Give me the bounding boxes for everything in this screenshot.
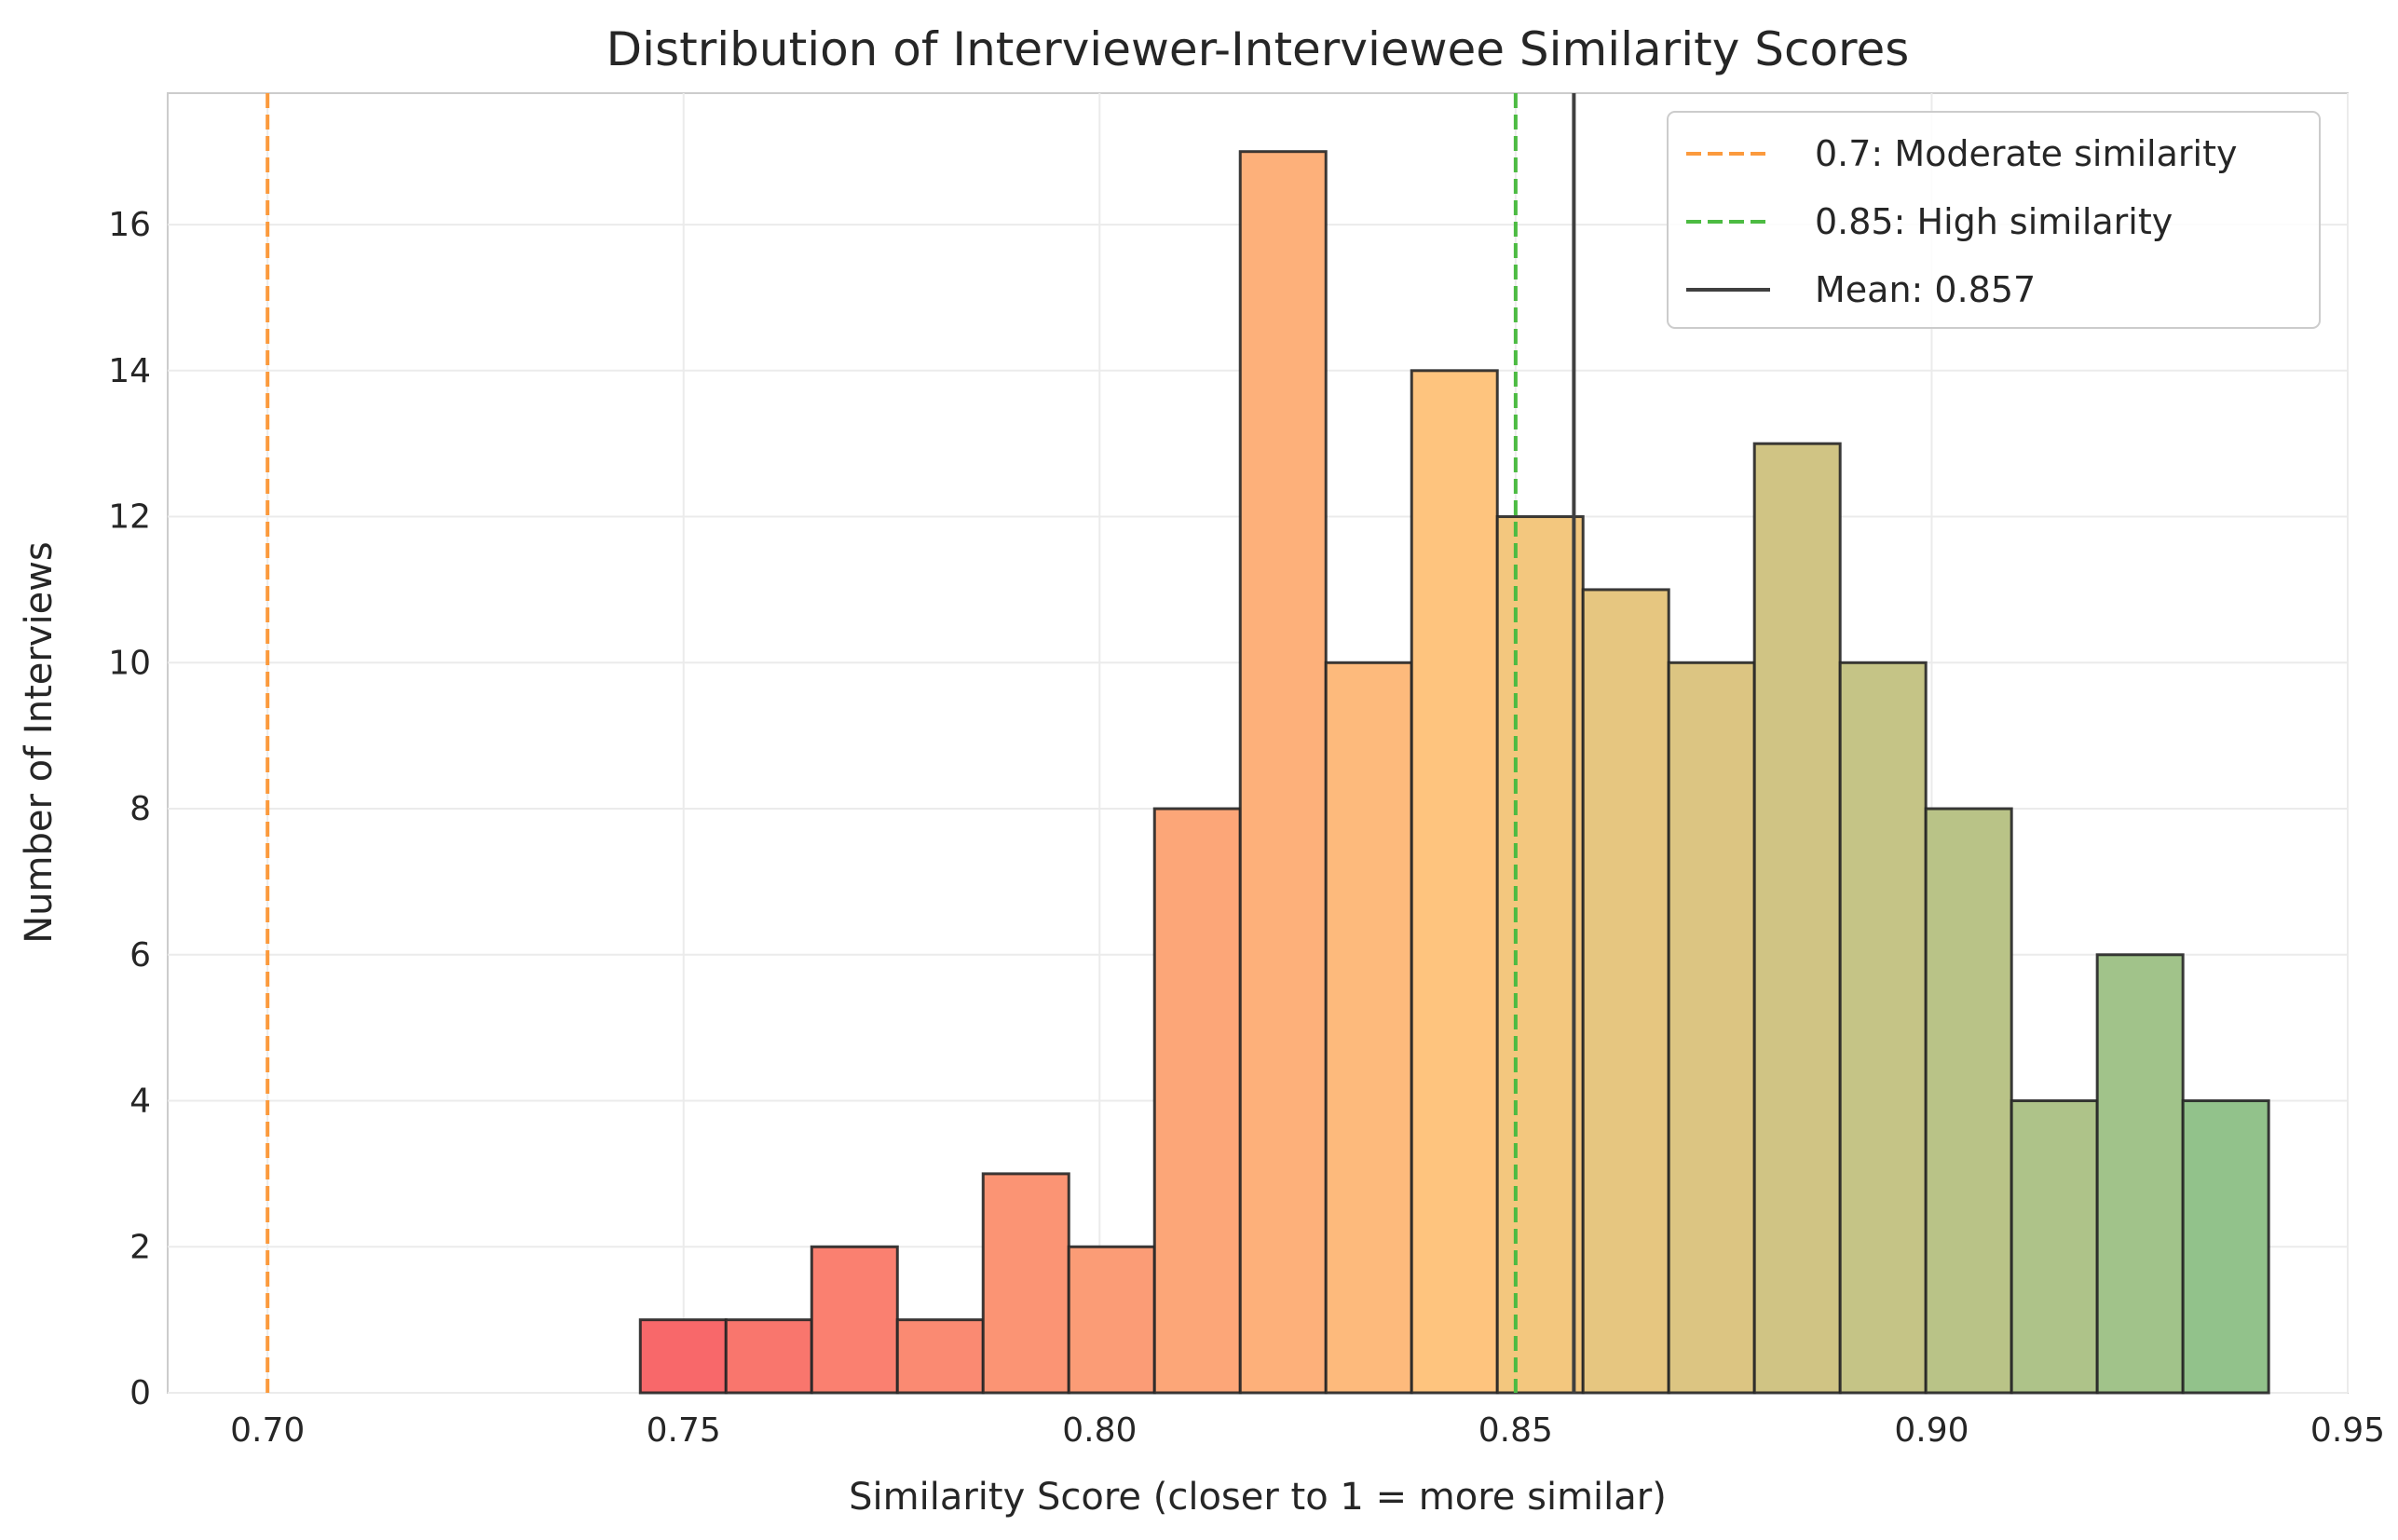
x-tick-label: 0.85	[1478, 1411, 1553, 1450]
histogram-bar	[2095, 953, 2185, 1395]
histogram-bar	[1324, 661, 1413, 1395]
x-tick-label: 0.75	[647, 1411, 721, 1450]
histogram-bar	[981, 1172, 1070, 1395]
y-tick-label: 16	[108, 206, 151, 244]
x-tick-label: 0.80	[1062, 1411, 1137, 1450]
y-tick-label: 10	[108, 644, 151, 682]
x-axis-label: Similarity Score (closer to 1 = more sim…	[849, 1476, 1667, 1519]
legend-label: Mean: 0.857	[1815, 269, 2036, 310]
histogram-bar	[895, 1318, 985, 1395]
histogram-bar	[1152, 807, 1242, 1395]
y-tick-label: 0	[129, 1374, 151, 1412]
chart-title: Distribution of Interviewer-Interviewee …	[606, 22, 1910, 76]
y-tick-label: 2	[129, 1228, 151, 1266]
histogram-bar	[2181, 1099, 2270, 1395]
x-tick-label: 0.70	[230, 1411, 305, 1450]
y-tick-label: 8	[129, 790, 151, 828]
histogram-bar	[810, 1245, 899, 1395]
histogram-bar	[1067, 1245, 1156, 1395]
histogram-bar	[1238, 150, 1328, 1395]
y-tick-label: 4	[129, 1083, 151, 1121]
histogram-bar	[638, 1318, 728, 1395]
y-axis-label: Number of Interviews	[18, 541, 61, 944]
histogram-bar	[1752, 442, 1842, 1395]
histogram-bar	[1924, 807, 2013, 1395]
histogram-bar	[1581, 588, 1670, 1395]
histogram-bar	[1838, 661, 1928, 1395]
histogram-bar	[1495, 515, 1585, 1395]
histogram-bar	[724, 1318, 813, 1395]
histogram-bars	[638, 150, 2270, 1395]
histogram-bar	[1667, 661, 1756, 1395]
legend: 0.7: Moderate similarity 0.85: High simil…	[1667, 111, 2321, 329]
reference-lines	[266, 93, 1576, 1393]
y-tick-label: 14	[108, 352, 151, 390]
y-tick-label: 6	[129, 936, 151, 974]
x-tick-label: 0.90	[1894, 1411, 1969, 1450]
legend-box	[1667, 111, 2321, 329]
histogram-bar	[2010, 1099, 2099, 1395]
legend-label: 0.85: High similarity	[1815, 201, 2173, 242]
legend-label: 0.7: Moderate similarity	[1815, 133, 2237, 174]
histogram-bar	[1410, 369, 1499, 1395]
y-tick-label: 12	[108, 498, 151, 537]
x-axis-ticks: 0.70 0.75 0.80 0.85 0.90 0.95	[230, 1411, 2385, 1450]
x-tick-label: 0.95	[2310, 1411, 2385, 1450]
y-axis-ticks: 0 2 4 6 8 10 12 14 16	[108, 206, 151, 1412]
